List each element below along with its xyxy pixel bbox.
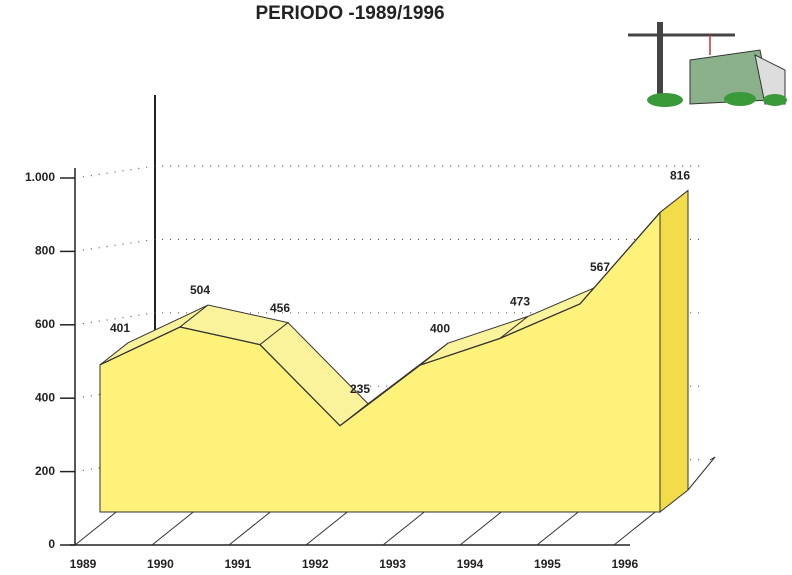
data-label: 401 (110, 321, 130, 335)
chart-title: PERIODO -1989/1996 (255, 3, 444, 24)
x-tick-label: 1991 (224, 557, 251, 571)
area-front (100, 213, 660, 512)
data-label: 473 (510, 295, 530, 309)
page: {"chart_data": {"type": "area3d", "title… (0, 0, 792, 575)
chart: PERIODO -1989/1996 0 200 400 600 800 1.000 401… (0, 0, 792, 575)
data-label: 456 (270, 301, 290, 315)
data-label: 567 (590, 260, 610, 274)
x-tick-label: 1990 (147, 557, 174, 571)
y-tick-label: 0 (48, 537, 55, 551)
data-label: 400 (430, 321, 450, 335)
x-tick-label: 1992 (302, 557, 329, 571)
grid-line (75, 166, 700, 178)
y-tick-label: 800 (35, 244, 55, 258)
x-tick-label: 1996 (611, 557, 638, 571)
data-label: 235 (350, 382, 370, 396)
y-tick-label: 1.000 (25, 170, 55, 184)
area-side-face (660, 191, 688, 512)
building-icon (628, 20, 788, 108)
x-tick-label: 1994 (457, 557, 484, 571)
y-tick-label: 400 (35, 390, 55, 404)
x-tick-label: 1989 (70, 557, 97, 571)
data-label: 504 (190, 283, 210, 297)
data-label: 816 (670, 169, 690, 183)
x-tick-label: 1995 (534, 557, 561, 571)
x-tick-label: 1993 (379, 557, 406, 571)
grid-line (75, 239, 700, 251)
y-tick-label: 600 (35, 317, 55, 331)
floor-back (688, 457, 715, 490)
y-tick-label: 200 (35, 464, 55, 478)
